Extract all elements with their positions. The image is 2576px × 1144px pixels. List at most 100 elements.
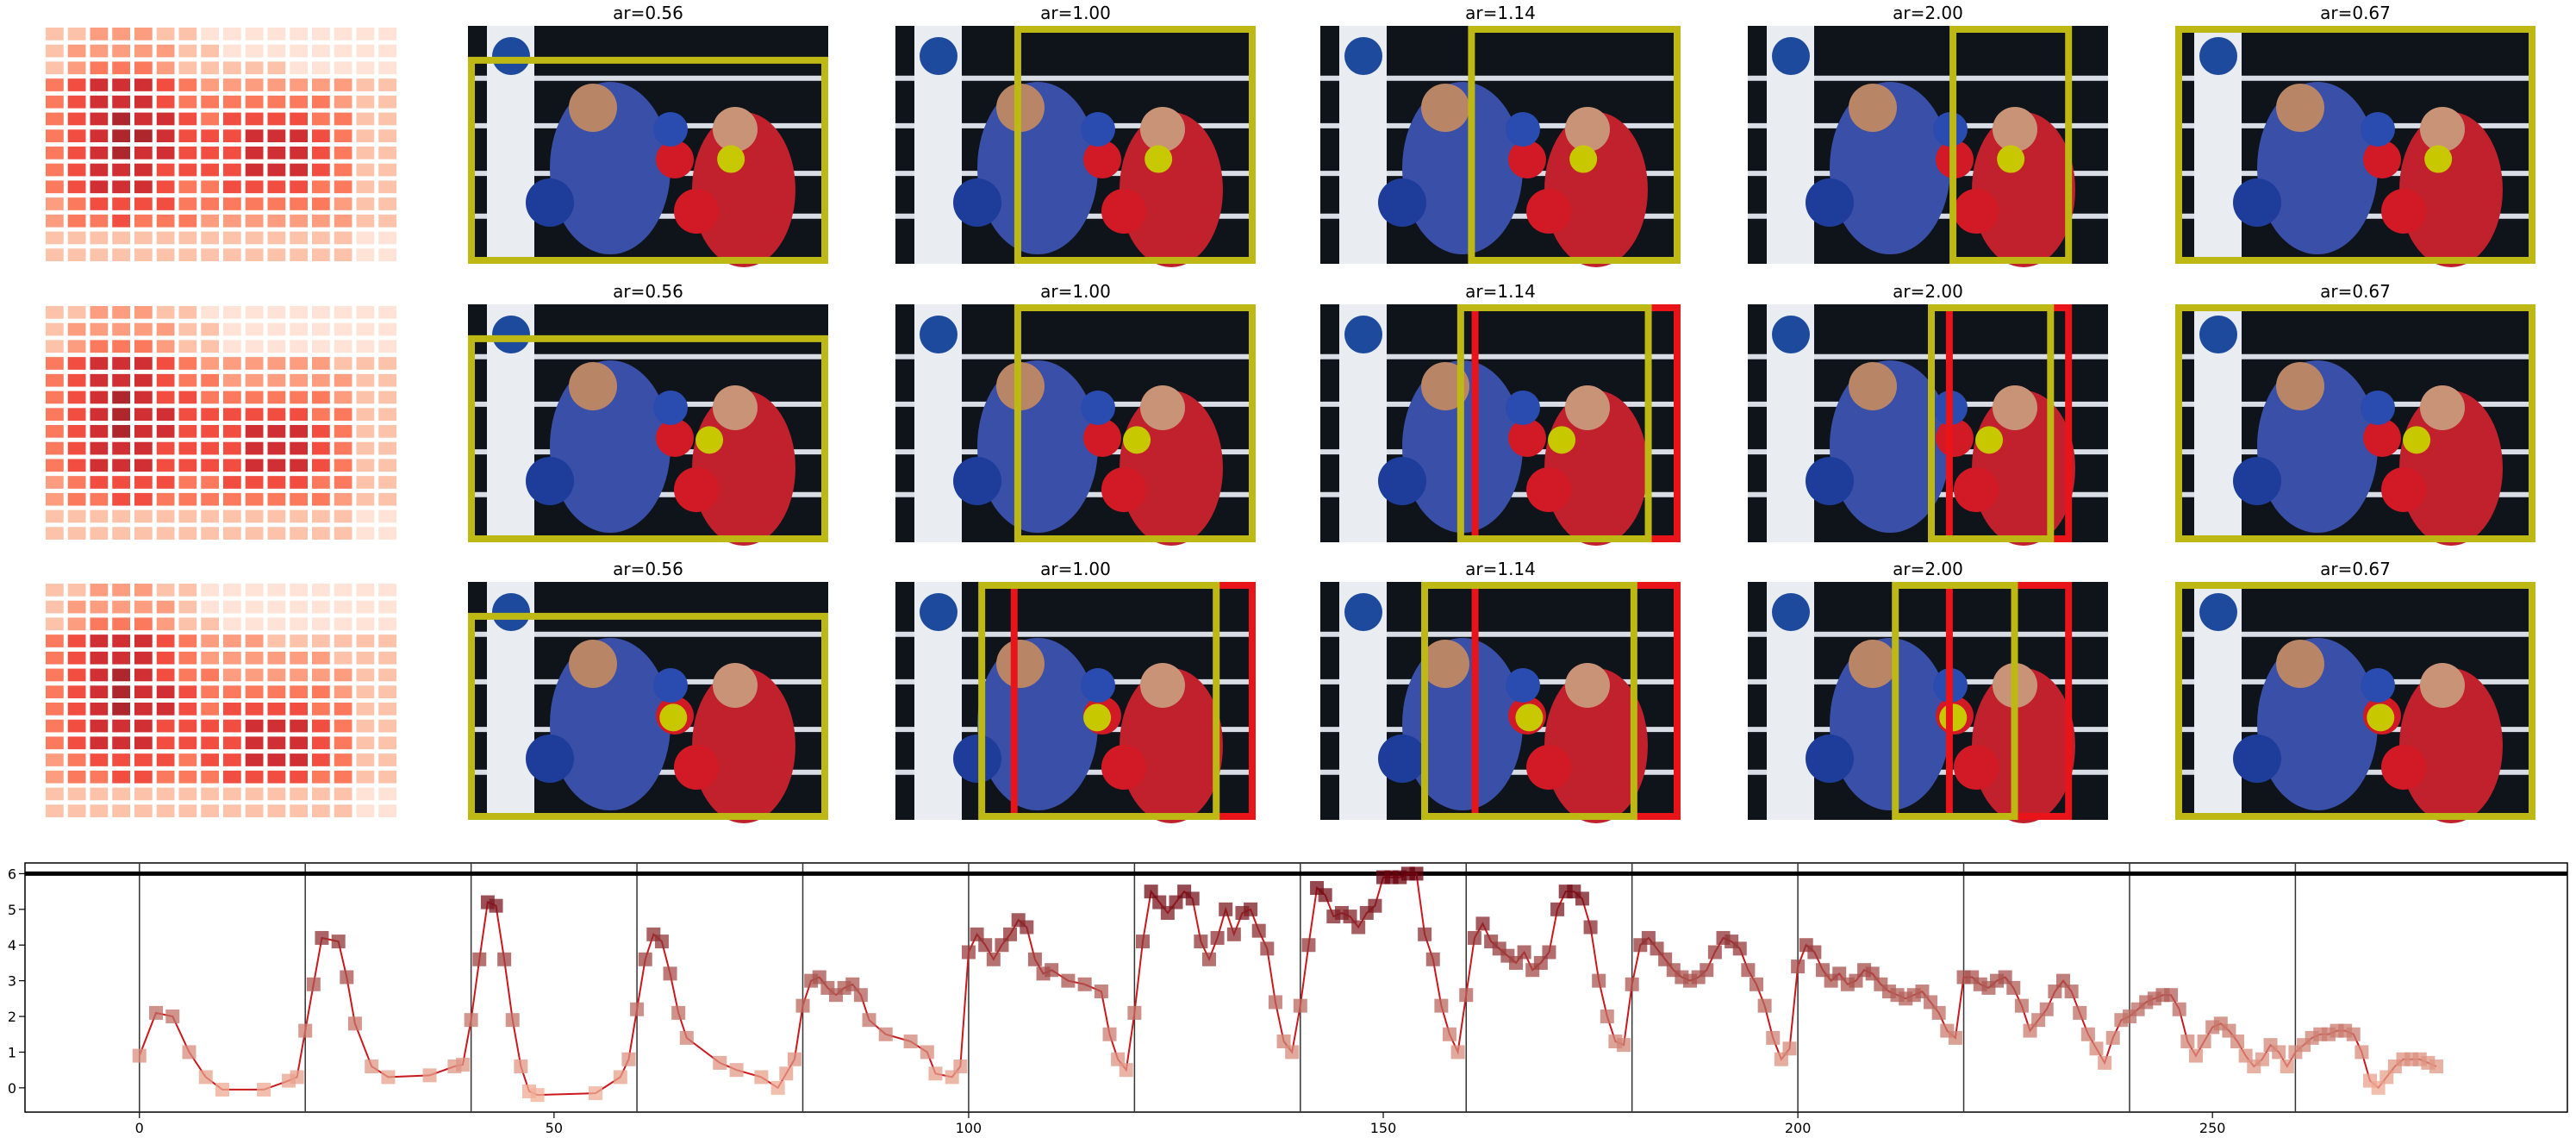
glove <box>1083 419 1121 457</box>
heat-cell <box>356 804 375 817</box>
heat-cell <box>112 391 130 404</box>
heat-cell <box>223 668 241 682</box>
heat-cell <box>46 408 64 421</box>
heat-cell <box>267 408 286 421</box>
data-marker <box>588 1086 602 1101</box>
heat-cell <box>90 736 109 750</box>
heat-cell <box>112 163 130 177</box>
heat-cell <box>334 180 352 194</box>
heat-cell <box>312 28 330 41</box>
heat-cell <box>46 61 64 75</box>
heat-cell <box>378 61 396 75</box>
head-left <box>569 362 617 410</box>
heat-cell <box>67 214 86 228</box>
heat-cell <box>178 340 197 353</box>
heat-cell <box>112 373 130 387</box>
heat-cell <box>112 685 130 698</box>
heat-cell <box>356 231 375 245</box>
glove <box>1806 457 1854 505</box>
heat-cell <box>223 197 241 210</box>
data-marker <box>2048 985 2062 999</box>
data-marker <box>464 1013 478 1028</box>
heat-cell <box>223 736 241 750</box>
head-left <box>1849 84 1897 132</box>
data-marker <box>1152 895 1167 910</box>
data-marker <box>2089 1041 2104 1056</box>
glove <box>2361 112 2395 147</box>
heat-cell <box>46 584 64 597</box>
heat-cell <box>245 753 264 766</box>
heat-cell <box>245 214 264 228</box>
heat-cell <box>267 635 286 647</box>
heat-cell <box>223 425 241 438</box>
data-marker <box>920 1045 934 1060</box>
heat-cell <box>223 112 241 126</box>
heat-cell <box>134 425 153 438</box>
data-marker <box>1351 920 1366 935</box>
heat-cell <box>67 248 86 261</box>
heat-cell <box>334 476 352 489</box>
heat-cell <box>334 617 352 631</box>
heat-cell <box>156 509 175 523</box>
glove <box>674 467 719 512</box>
heat-cell <box>90 617 109 631</box>
data-marker <box>1459 988 1474 1003</box>
heat-cell <box>267 787 286 801</box>
heat-cell <box>90 322 109 336</box>
data-marker <box>970 927 984 941</box>
heat-cell <box>90 584 109 597</box>
heat-cell <box>201 408 219 421</box>
heat-cell <box>178 600 197 614</box>
heat-cell <box>245 306 264 319</box>
heat-cell <box>334 441 352 455</box>
glove <box>1954 745 1999 790</box>
head-left <box>569 84 617 132</box>
heat-cell <box>67 357 86 370</box>
data-marker <box>1003 927 1018 941</box>
heat-cell <box>267 527 286 540</box>
boxer-right <box>1972 668 2075 823</box>
heat-cell <box>334 509 352 523</box>
glove <box>1954 467 1999 512</box>
heat-cell <box>312 248 330 261</box>
yellow-box <box>2175 304 2535 542</box>
heat-cell <box>290 617 308 631</box>
heat-cell <box>378 147 396 159</box>
heat-cell <box>290 180 308 194</box>
data-marker <box>1210 930 1225 945</box>
heat-cell <box>245 425 264 438</box>
heat-cell <box>267 231 286 245</box>
heat-cell <box>134 306 153 319</box>
heat-cell <box>46 719 64 733</box>
head-left <box>1849 362 1897 410</box>
y-tick-label: 6 <box>8 866 16 882</box>
glove <box>653 391 688 425</box>
data-marker <box>1368 898 1382 913</box>
heat-cell <box>112 492 130 506</box>
heat-cell <box>290 459 308 472</box>
heat-cell <box>134 753 153 766</box>
glove <box>2361 391 2395 425</box>
target-dot <box>2424 145 2453 173</box>
heat-cell <box>46 668 64 682</box>
heat-cell <box>223 753 241 766</box>
heat-cell <box>134 78 153 91</box>
heat-cell <box>46 736 64 750</box>
heat-cell <box>334 78 352 91</box>
heat-cell <box>134 635 153 647</box>
heat-cell <box>201 373 219 387</box>
heat-cell <box>223 231 241 245</box>
data-marker <box>1791 960 1806 974</box>
heat-cell <box>378 112 396 126</box>
heat-cell <box>134 391 153 404</box>
heat-cell <box>156 180 175 194</box>
data-marker <box>257 1082 271 1097</box>
data-marker <box>2039 1002 2054 1016</box>
heat-cell <box>201 492 219 506</box>
heat-cell <box>67 180 86 194</box>
heat-cell <box>267 340 286 353</box>
glove <box>2363 419 2401 457</box>
heat-cell <box>46 95 64 109</box>
heatmap <box>46 306 396 540</box>
